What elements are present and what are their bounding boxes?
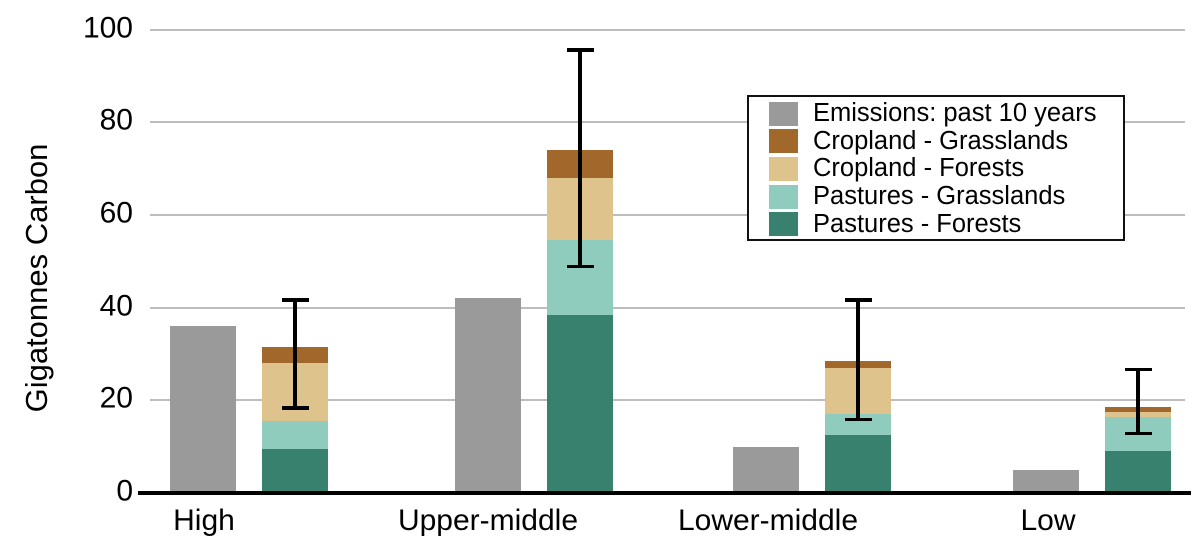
legend: Emissions: past 10 years Cropland - Grass… <box>747 95 1125 241</box>
segment-pastures-forests-low <box>1105 451 1171 493</box>
error-bar-line-lower-middle <box>856 298 860 422</box>
y-tick-label: 20 <box>99 381 133 415</box>
gridline-60 <box>150 214 1185 216</box>
error-bar-cap-high-lower-middle <box>844 298 872 302</box>
legend-swatch-icon <box>769 184 798 209</box>
segment-pastures-forests-high <box>262 448 328 493</box>
y-tick-label: 40 <box>99 288 133 322</box>
x-axis-label-high: High <box>173 504 235 537</box>
legend-label: Pastures - Forests <box>813 209 1022 238</box>
gridline-40 <box>150 306 1185 309</box>
error-bar-cap-high-upper-middle <box>566 48 594 52</box>
error-bar-line-low <box>1136 367 1140 436</box>
x-axis-label-lower-middle: Lower-middle <box>677 504 859 537</box>
segment-pastures-forests-lower-middle <box>825 435 891 493</box>
segment-pastures-grasslands-lower-middle <box>825 414 891 436</box>
error-bar-cap-low-upper-middle <box>566 264 594 269</box>
legend-item: Cropland - Forests <box>769 154 1123 183</box>
error-bar-cap-low-low <box>1124 431 1152 436</box>
segment-pastures-forests-upper-middle <box>547 314 613 493</box>
x-axis-line <box>138 491 1191 495</box>
bar-emissions-upper-middle <box>455 298 521 493</box>
x-axis-label-low: Low <box>1020 504 1076 537</box>
legend-swatch-icon <box>769 129 798 154</box>
error-bar-cap-low-high <box>281 406 309 410</box>
gridline-80 <box>150 121 1185 124</box>
legend-item: Pastures - Grasslands <box>769 182 1123 211</box>
error-bar-cap-high-low <box>1124 367 1152 372</box>
y-tick-label: 0 <box>116 474 133 508</box>
y-tick-label: 80 <box>99 103 133 137</box>
legend-swatch-icon <box>769 156 798 181</box>
gridline-20 <box>150 399 1185 402</box>
legend-swatch-icon <box>769 101 798 126</box>
legend-label: Pastures - Grasslands <box>813 182 1066 211</box>
x-axis-label-upper-middle: Upper-middle <box>397 504 579 537</box>
segment-pastures-grasslands-high <box>262 421 328 449</box>
legend-item: Emissions: past 10 years <box>769 99 1123 128</box>
y-tick-label: 100 <box>82 10 133 44</box>
error-bar-line-high <box>293 298 297 410</box>
y-tick-label: 60 <box>99 196 133 230</box>
error-bar-cap-high-high <box>281 298 309 302</box>
legend-swatch-icon <box>769 212 798 237</box>
bar-emissions-lower-middle <box>733 446 799 493</box>
error-bar-cap-low-lower-middle <box>844 417 872 422</box>
gridline-100 <box>150 28 1185 31</box>
legend-label: Emissions: past 10 years <box>813 99 1097 128</box>
legend-label: Cropland - Forests <box>813 154 1025 183</box>
bar-emissions-high <box>170 326 236 493</box>
legend-item: Cropland - Grasslands <box>769 126 1123 156</box>
legend-item: Pastures - Forests <box>769 210 1123 238</box>
y-axis-title: Gigatonnes Carbon <box>19 143 54 413</box>
legend-label: Cropland - Grasslands <box>813 126 1069 155</box>
bar-emissions-low <box>1013 469 1079 493</box>
error-bar-line-upper-middle <box>578 48 582 269</box>
